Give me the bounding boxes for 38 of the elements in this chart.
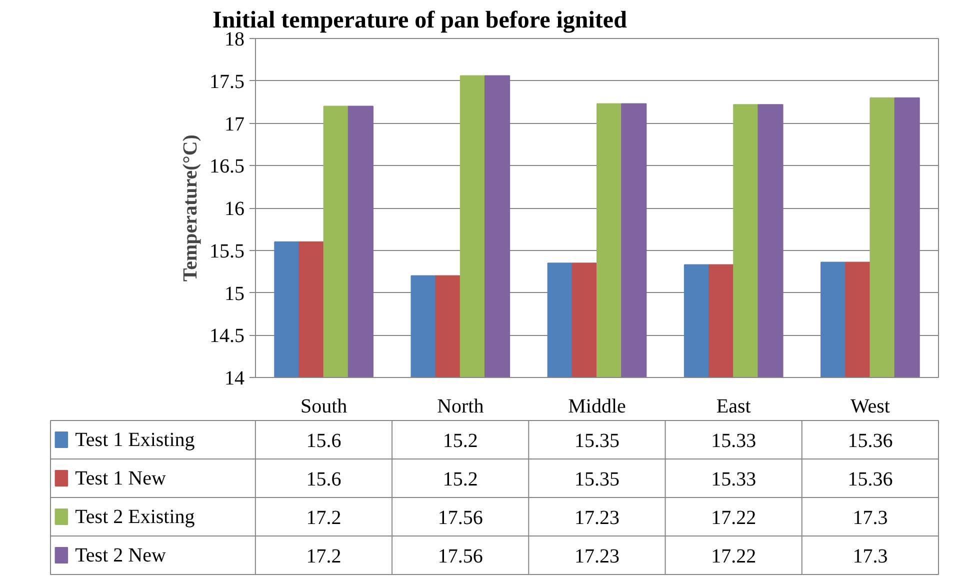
y-axis-title: Temperature(°C) [180, 134, 202, 282]
legend-label: Test 1 Existing [75, 428, 195, 451]
legend-label: Test 2 New [75, 544, 166, 566]
data-label: 15.35 [574, 468, 620, 490]
data-label: 15.33 [711, 430, 756, 452]
legend-label: Test 2 Existing [75, 506, 195, 528]
data-label: 15.36 [848, 430, 893, 452]
y-tick-label: 17.5 [210, 70, 244, 93]
data-label: 17.23 [574, 545, 620, 568]
data-label: 15.33 [711, 468, 756, 490]
y-tick-label: 14.5 [210, 325, 244, 348]
data-label: 15.2 [442, 430, 478, 452]
legend-label: Test 1 New [75, 467, 166, 490]
data-label: 15.6 [306, 468, 342, 490]
y-tick-label: 17 [224, 113, 244, 136]
data-label: 17.23 [574, 506, 620, 529]
data-label: 17.56 [438, 506, 483, 529]
data-label: 17.3 [852, 506, 888, 529]
x-tick-label: South [300, 396, 348, 418]
y-tick-label: 14 [224, 368, 244, 390]
y-tick-label: 16 [224, 198, 244, 220]
y-tick-label: 16.5 [210, 156, 244, 178]
data-label: 15.6 [306, 430, 342, 452]
y-tick-label: 15 [224, 282, 244, 305]
y-tick-label: 15.5 [210, 240, 244, 262]
data-label: 17.2 [306, 506, 342, 529]
data-label: 15.36 [848, 468, 893, 490]
data-label: 17.2 [306, 545, 342, 568]
data-label: 17.3 [852, 545, 888, 568]
data-label: 15.35 [574, 430, 620, 452]
x-tick-label: Middle [568, 396, 626, 418]
x-tick-label: North [437, 396, 484, 418]
x-tick-label: East [716, 396, 752, 418]
data-label: 17.22 [711, 545, 756, 568]
data-label: 15.2 [442, 468, 478, 490]
data-label: 17.22 [711, 506, 756, 529]
x-tick-label: West [850, 396, 890, 418]
data-label: 17.56 [438, 545, 483, 568]
